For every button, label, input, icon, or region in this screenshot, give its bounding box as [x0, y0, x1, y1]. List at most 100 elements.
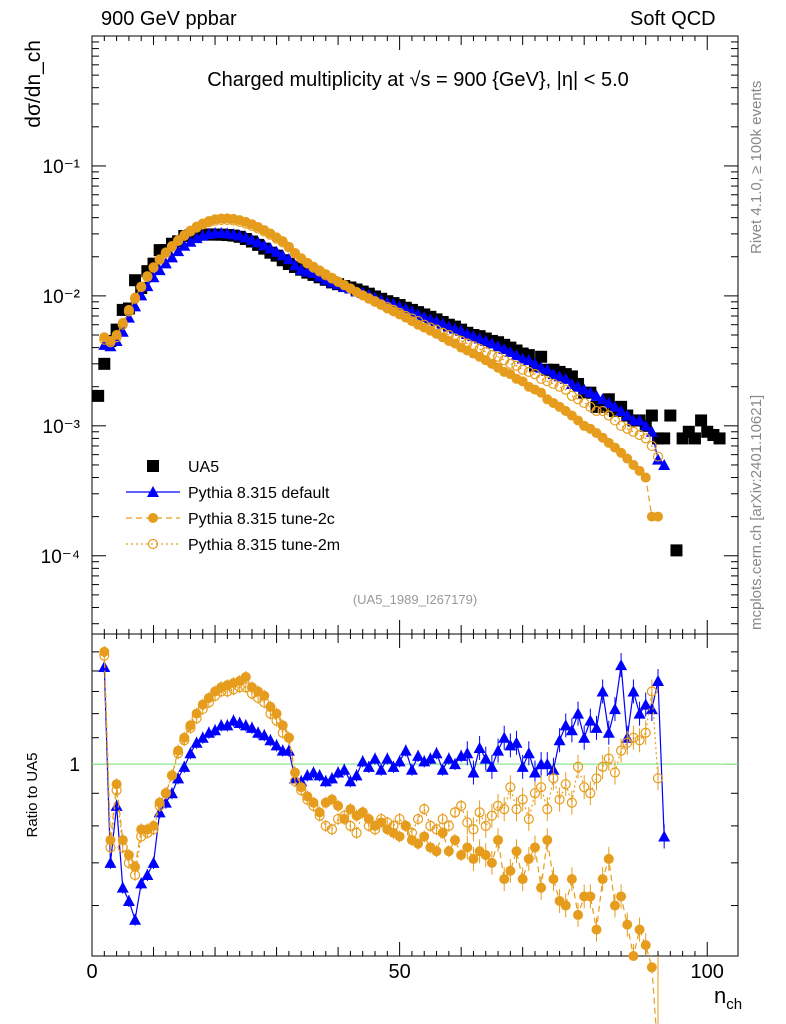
- tune2m-point: [523, 366, 534, 378]
- tune2c-point: [536, 387, 547, 398]
- y-tick-label: 10⁻¹: [43, 157, 81, 178]
- tune2c-ratio-point: [394, 831, 405, 842]
- tune2c-ratio-point: [548, 874, 559, 885]
- default-point: [658, 458, 671, 470]
- y-axis-label: dσ/dn_ch: [22, 40, 45, 128]
- tune2m-ratio-point: [166, 770, 178, 781]
- tune2c-ratio-point: [597, 874, 608, 885]
- legend-label-tune2c: Pythia 8.315 tune-2c: [188, 511, 335, 528]
- default-ratio-point: [387, 760, 400, 772]
- tune2m-ratio-point: [437, 813, 448, 825]
- default-point: [633, 414, 646, 426]
- data-point: [98, 357, 111, 370]
- tune2m-point: [628, 426, 639, 437]
- default-ratio-point: [252, 726, 265, 738]
- tune2m-ratio-point: [105, 842, 116, 853]
- tune2c-ratio-point: [123, 850, 134, 861]
- tune2m-ratio-point: [499, 804, 510, 815]
- default-ratio-point: [172, 772, 185, 784]
- tune2m-point: [277, 237, 288, 248]
- default-ratio-point: [245, 721, 258, 733]
- tune2m-point: [616, 420, 627, 431]
- default-ratio-point: [658, 830, 671, 842]
- tune2c-point: [628, 459, 639, 470]
- tune2m-ratio-point: [511, 804, 522, 815]
- tune2c-ratio-point: [431, 846, 442, 857]
- tune2m-ratio-point: [616, 745, 627, 756]
- default-ratio-point: [430, 747, 443, 759]
- tune2m-ratio-point: [173, 748, 184, 759]
- default-ratio-point: [522, 747, 535, 759]
- tune2m-ratio-point: [597, 761, 608, 772]
- legend-marker-data: [147, 460, 159, 472]
- tune2c-ratio-point: [646, 962, 657, 973]
- tune2m-ratio-point: [142, 827, 153, 838]
- default-ratio-point: [572, 707, 585, 719]
- default-point: [405, 305, 418, 317]
- tune2c-ratio-point: [443, 846, 454, 857]
- default-ratio-point: [116, 881, 129, 893]
- default-point: [639, 419, 652, 431]
- x-tick-label: 50: [388, 961, 410, 983]
- default-ratio-point: [301, 769, 314, 781]
- tune2c-ratio-point: [523, 853, 534, 864]
- tune2c-ratio-point: [117, 835, 128, 846]
- tune2m-point: [203, 217, 214, 228]
- default-ratio-point: [584, 714, 597, 726]
- tune2m-ratio-point: [634, 735, 645, 746]
- default-ratio-point: [122, 894, 135, 906]
- tune2m-point: [228, 215, 239, 226]
- tune2m-point: [603, 410, 614, 421]
- tune2m-point: [129, 293, 141, 304]
- tune2c-ratio-point: [462, 842, 473, 853]
- tune2m-ratio-point: [652, 773, 664, 784]
- tune2m-ratio-point: [265, 708, 276, 719]
- tune2m-ratio-point: [332, 813, 344, 825]
- tune2c-ratio-point: [560, 900, 571, 911]
- tune2m-ratio-point: [179, 735, 190, 746]
- default-point: [245, 233, 258, 245]
- default-point: [172, 245, 185, 257]
- tune2m-ratio-point: [203, 697, 214, 708]
- y-tick-label: 10⁻³: [43, 417, 81, 438]
- default-ratio-point: [596, 685, 609, 697]
- default-point: [258, 239, 271, 251]
- default-ratio-point: [528, 766, 541, 778]
- tune2c-ratio-point: [517, 874, 528, 885]
- tune2m-point: [191, 222, 202, 233]
- default-point: [264, 242, 277, 254]
- tune2m-ratio-point: [302, 794, 313, 805]
- tune2m-point: [640, 433, 651, 444]
- tune2m-point: [173, 235, 184, 246]
- default-point: [615, 405, 628, 417]
- default-ratio-point: [510, 736, 523, 748]
- legend-marker-default: [147, 486, 159, 497]
- tune2m-ratio-point: [431, 824, 442, 835]
- tune2c-point: [653, 511, 664, 522]
- default-ratio-point: [196, 731, 209, 743]
- tune2c-ratio-point: [542, 835, 553, 846]
- tune2c-ratio-point: [449, 835, 460, 846]
- tune2c-ratio-point: [345, 804, 356, 815]
- tune2c-ratio-point: [480, 850, 491, 861]
- tune2m-point: [154, 254, 165, 265]
- tune2c-ratio-point: [505, 865, 516, 876]
- tune2m-point: [492, 351, 504, 362]
- default-ratio-point: [424, 752, 437, 764]
- tune2c-point: [640, 472, 651, 483]
- tune2m-point: [468, 341, 479, 352]
- tune2m-point: [283, 242, 294, 253]
- default-point: [645, 425, 658, 437]
- default-ratio-point: [313, 769, 326, 781]
- tune2m-point: [634, 429, 645, 441]
- tune2m-point: [394, 307, 405, 318]
- tune2c-ratio-point: [468, 853, 479, 864]
- tune2m-ratio-point: [585, 788, 596, 799]
- tune2m-ratio-point: [129, 869, 141, 881]
- tune2m-point: [357, 290, 368, 301]
- data-point: [658, 432, 671, 445]
- default-point: [418, 310, 431, 322]
- tune2c-ratio-point: [486, 857, 497, 868]
- default-ratio-point: [473, 741, 486, 753]
- default-point: [282, 253, 295, 265]
